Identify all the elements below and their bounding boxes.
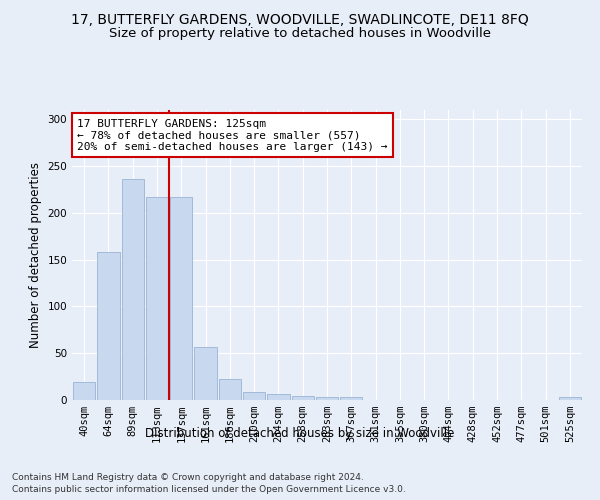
Bar: [122, 179, 144, 400]
Bar: [316, 397, 338, 400]
Text: Contains public sector information licensed under the Open Government Licence v3: Contains public sector information licen…: [12, 485, 406, 494]
Text: Contains HM Land Registry data © Crown copyright and database right 2024.: Contains HM Land Registry data © Crown c…: [12, 472, 364, 482]
Bar: [170, 197, 193, 400]
Text: 17 BUTTERFLY GARDENS: 125sqm
← 78% of detached houses are smaller (557)
20% of s: 17 BUTTERFLY GARDENS: 125sqm ← 78% of de…: [77, 118, 388, 152]
Bar: [243, 392, 265, 400]
Bar: [194, 346, 217, 400]
Y-axis label: Number of detached properties: Number of detached properties: [29, 162, 42, 348]
Bar: [97, 252, 119, 400]
Text: 17, BUTTERFLY GARDENS, WOODVILLE, SWADLINCOTE, DE11 8FQ: 17, BUTTERFLY GARDENS, WOODVILLE, SWADLI…: [71, 12, 529, 26]
Text: Size of property relative to detached houses in Woodville: Size of property relative to detached ho…: [109, 28, 491, 40]
Bar: [218, 380, 241, 400]
Text: Distribution of detached houses by size in Woodville: Distribution of detached houses by size …: [145, 428, 455, 440]
Bar: [73, 382, 95, 400]
Bar: [340, 397, 362, 400]
Bar: [292, 396, 314, 400]
Bar: [267, 394, 290, 400]
Bar: [559, 397, 581, 400]
Bar: [146, 197, 168, 400]
